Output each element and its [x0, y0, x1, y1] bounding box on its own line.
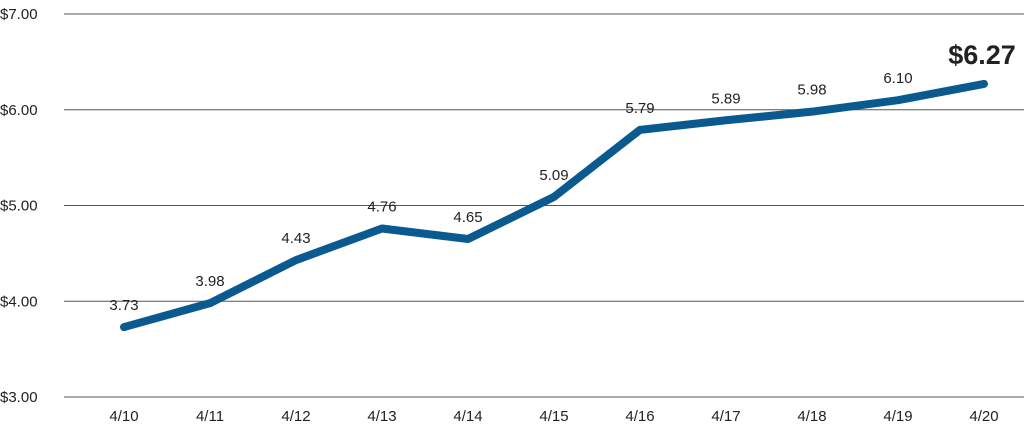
data-label: 5.79 — [625, 100, 654, 117]
y-tick-label: $4.00 — [0, 293, 38, 310]
x-tick-label: 4/11 — [196, 408, 224, 425]
data-label: $6.27 — [948, 40, 1016, 70]
series-line — [120, 79, 988, 332]
x-tick-label: 4/19 — [883, 408, 912, 425]
data-label: 4.43 — [281, 230, 310, 247]
x-tick-label: 4/13 — [367, 408, 396, 425]
x-tick-label: 4/10 — [109, 408, 138, 425]
y-tick-label: $5.00 — [0, 198, 38, 215]
x-tick-label: 4/18 — [797, 408, 826, 425]
y-tick-label: $6.00 — [0, 102, 38, 119]
data-label: 6.10 — [883, 70, 912, 87]
data-label: 3.73 — [109, 297, 138, 314]
data-labels: 3.73 3.98 4.43 4.76 4.65 5.09 5.79 5.89 5.98 6.10… — [109, 40, 1015, 314]
data-label: 5.98 — [797, 82, 826, 99]
y-axis-ticks: $3.00 $4.00 $5.00 $6.00 $7.00 — [0, 6, 38, 406]
data-label: 3.98 — [195, 273, 224, 290]
y-tick-label: $7.00 — [0, 6, 38, 23]
data-label: 5.89 — [711, 90, 740, 107]
data-label: 4.76 — [367, 198, 396, 215]
x-tick-label: 4/17 — [711, 408, 740, 425]
y-tick-label: $3.00 — [0, 389, 38, 406]
x-tick-label: 4/20 — [969, 408, 998, 425]
x-tick-label: 4/15 — [539, 408, 568, 425]
x-tick-label: 4/12 — [281, 408, 310, 425]
x-tick-label: 4/16 — [625, 408, 654, 425]
data-label: 4.65 — [453, 209, 482, 226]
data-label: 5.09 — [539, 167, 568, 184]
x-axis-ticks: 4/10 4/11 4/12 4/13 4/14 4/15 4/16 4/17 4/18 4/19… — [109, 408, 998, 425]
x-tick-label: 4/14 — [453, 408, 482, 425]
